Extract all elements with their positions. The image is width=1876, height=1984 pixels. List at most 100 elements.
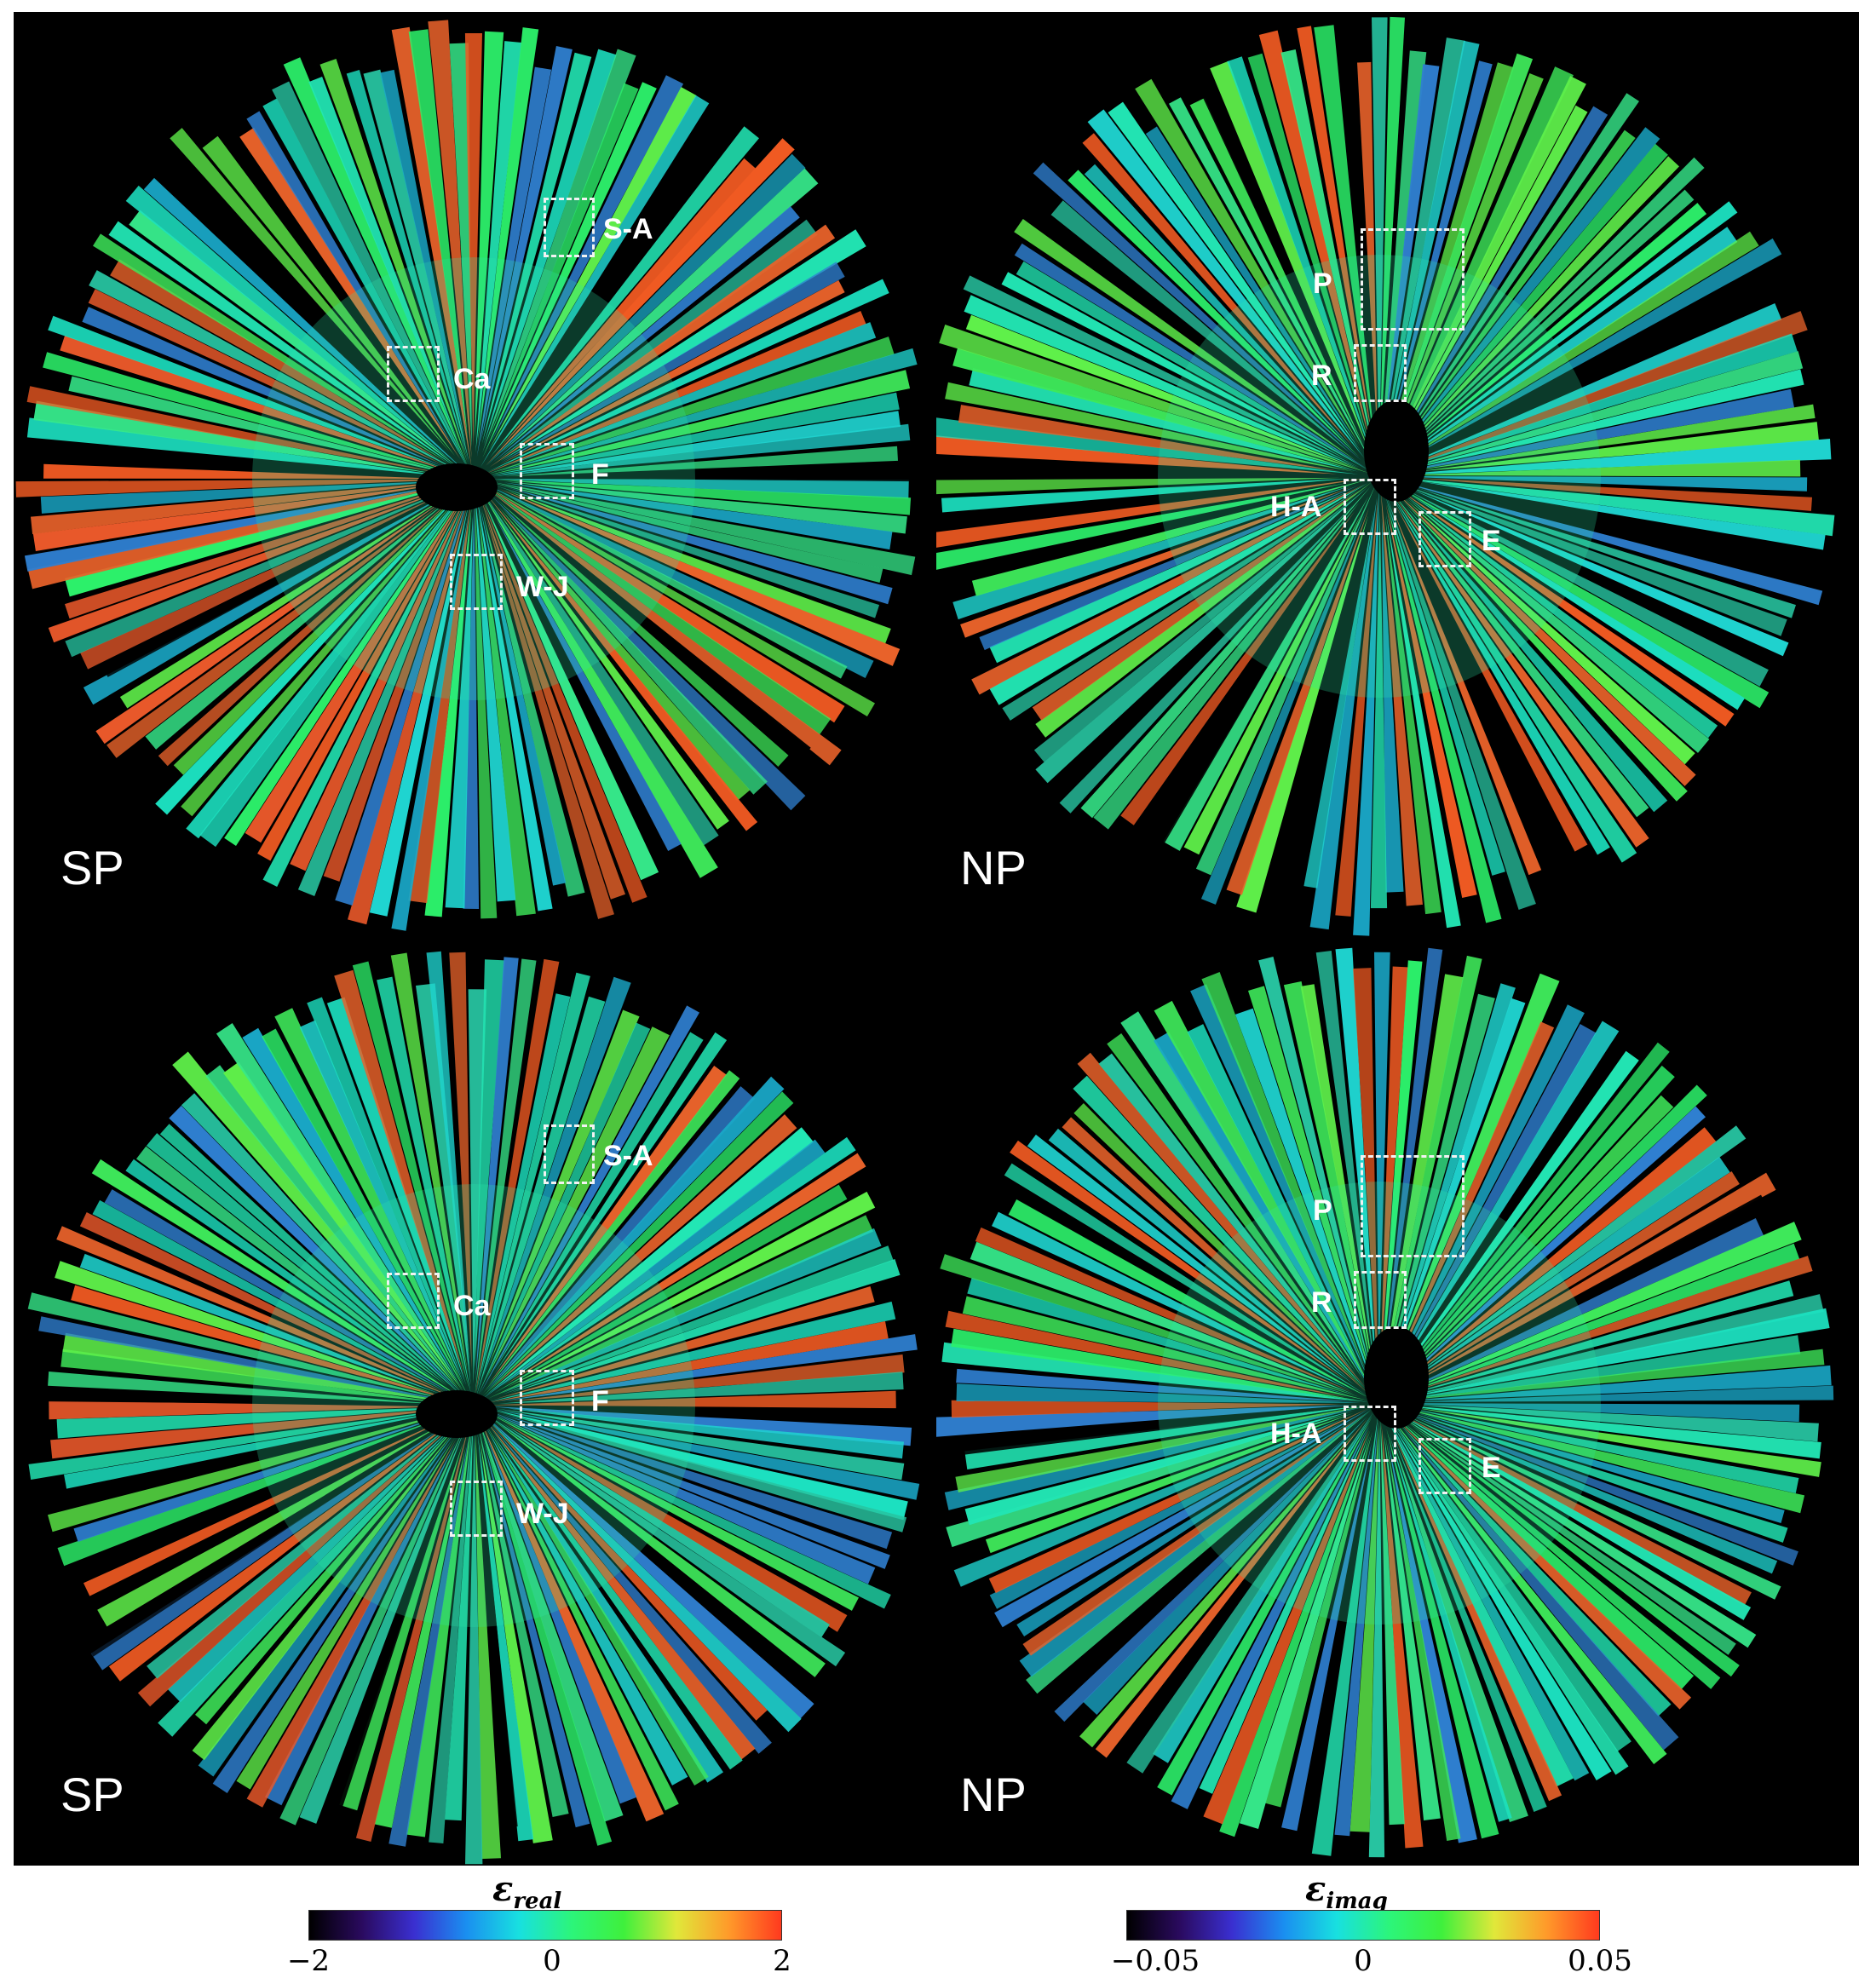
mosaic-strip bbox=[484, 1414, 832, 1703]
mosaic-strip bbox=[1386, 1050, 1639, 1394]
mosaic-strip bbox=[492, 120, 718, 451]
mosaic-strip bbox=[1396, 1403, 1800, 1423]
mosaic-strip bbox=[408, 29, 468, 439]
mosaic-strip bbox=[1033, 162, 1361, 461]
mosaic-strip bbox=[502, 1414, 893, 1550]
mosaic-strip bbox=[1384, 993, 1495, 1379]
mosaic-strip bbox=[1107, 1033, 1357, 1373]
mosaic-strip bbox=[320, 1427, 467, 1832]
roi-label: P bbox=[1313, 267, 1332, 300]
mosaic-strip bbox=[481, 496, 647, 903]
mosaic-strip bbox=[1055, 1424, 1356, 1695]
mosaic-strip bbox=[416, 983, 471, 1385]
mosaic-strip bbox=[1281, 1441, 1372, 1832]
mosaic-strip bbox=[1210, 60, 1370, 452]
mosaic-strip bbox=[963, 275, 1361, 468]
mosaic-strip bbox=[936, 1405, 1352, 1437]
mosaic-strip bbox=[486, 1426, 688, 1786]
mosaic-strip bbox=[1388, 1042, 1670, 1392]
mosaic-strip bbox=[348, 503, 468, 925]
mosaic-strip bbox=[1405, 1420, 1736, 1655]
mosaic-strip bbox=[1407, 498, 1710, 753]
mosaic-strip bbox=[480, 95, 710, 468]
mosaic-strip bbox=[1391, 1422, 1612, 1780]
mosaic-strip bbox=[88, 289, 446, 466]
mosaic-strip bbox=[476, 1413, 624, 1822]
mosaic-strip bbox=[308, 77, 458, 442]
mosaic-strip bbox=[1314, 25, 1376, 448]
mosaic-strip bbox=[27, 1292, 455, 1402]
mosaic-strip bbox=[1386, 1417, 1574, 1787]
mosaic-strip bbox=[964, 1411, 1354, 1526]
mosaic-strip bbox=[1385, 1021, 1555, 1388]
mosaic-strip bbox=[483, 484, 875, 716]
mosaic-strip bbox=[108, 221, 457, 468]
mosaic-strip bbox=[1388, 983, 1516, 1372]
mosaic-strip bbox=[101, 491, 452, 677]
mosaic-strip bbox=[1388, 311, 1808, 473]
mosaic-strip bbox=[502, 508, 768, 795]
mosaic-strip bbox=[1401, 486, 1768, 663]
mosaic-strip bbox=[125, 1159, 440, 1383]
mosaic-strip bbox=[1048, 1128, 1351, 1381]
roi-box bbox=[520, 443, 574, 499]
mosaic-strip bbox=[1062, 1117, 1370, 1395]
mosaic-strip bbox=[257, 492, 467, 861]
mosaic-strip bbox=[290, 490, 469, 871]
mosaic-strip bbox=[1394, 1243, 1800, 1398]
mosaic-strip bbox=[506, 481, 907, 534]
mosaic-strip bbox=[491, 75, 684, 442]
mosaic-strip bbox=[477, 27, 539, 444]
mosaic-strip bbox=[43, 1385, 451, 1406]
mosaic-strip bbox=[186, 494, 462, 839]
mosaic-strip bbox=[89, 270, 464, 474]
mosaic-strip bbox=[236, 1438, 455, 1790]
mosaic-strip bbox=[1392, 973, 1560, 1369]
mosaic-strip bbox=[475, 958, 537, 1395]
mosaic-strip bbox=[388, 1435, 469, 1847]
mosaic-strip bbox=[173, 492, 461, 775]
mosaic-strip bbox=[498, 488, 901, 666]
mosaic-strip bbox=[489, 392, 900, 476]
mosaic-strip bbox=[1349, 1422, 1379, 1832]
roi-box bbox=[520, 1370, 574, 1426]
mosaic-strip bbox=[73, 1414, 449, 1542]
mosaic-strip bbox=[1394, 93, 1639, 453]
mosaic-strip bbox=[246, 111, 453, 446]
mosaic-strip bbox=[161, 141, 461, 465]
mosaic-strip bbox=[1315, 951, 1375, 1368]
mosaic-strip bbox=[491, 1428, 743, 1770]
mosaic-strip bbox=[493, 411, 901, 476]
mosaic-strip bbox=[475, 1431, 501, 1860]
mosaic-strip bbox=[1390, 1404, 1821, 1459]
mosaic-strip bbox=[486, 1076, 785, 1392]
mosaic-strip bbox=[68, 376, 464, 477]
roi-box bbox=[1419, 1438, 1471, 1494]
mosaic-strip bbox=[1402, 500, 1688, 802]
mosaic-strip bbox=[487, 488, 842, 766]
mosaic-strip bbox=[482, 49, 636, 453]
mosaic-strip bbox=[136, 1146, 447, 1387]
mosaic-strip bbox=[80, 494, 441, 670]
mosaic-strip bbox=[1389, 479, 1823, 606]
mosaic-strip bbox=[1163, 496, 1369, 851]
mosaic-strip bbox=[1384, 1041, 1627, 1395]
mosaic-strip bbox=[936, 483, 1346, 570]
mosaic-strip bbox=[1386, 496, 1536, 910]
mosaic-strip bbox=[297, 499, 466, 896]
mosaic-strip bbox=[323, 492, 469, 882]
mosaic-strip bbox=[60, 335, 456, 474]
south-pole-mosaic bbox=[27, 951, 920, 1865]
mosaic-strip bbox=[989, 491, 1349, 664]
mosaic-strip bbox=[1402, 1222, 1802, 1394]
mosaic-strip bbox=[1384, 66, 1574, 464]
mosaic-strip bbox=[488, 1301, 896, 1402]
mosaic-strip bbox=[479, 1417, 665, 1822]
mosaic-strip bbox=[483, 311, 866, 475]
mosaic-strip bbox=[1199, 1426, 1370, 1794]
mosaic-strip bbox=[307, 997, 463, 1380]
mosaic-strip bbox=[1169, 97, 1375, 469]
mosaic-strip bbox=[1083, 1416, 1367, 1715]
roi-label: Ca bbox=[453, 1290, 491, 1322]
mosaic-strip bbox=[1016, 1419, 1355, 1636]
